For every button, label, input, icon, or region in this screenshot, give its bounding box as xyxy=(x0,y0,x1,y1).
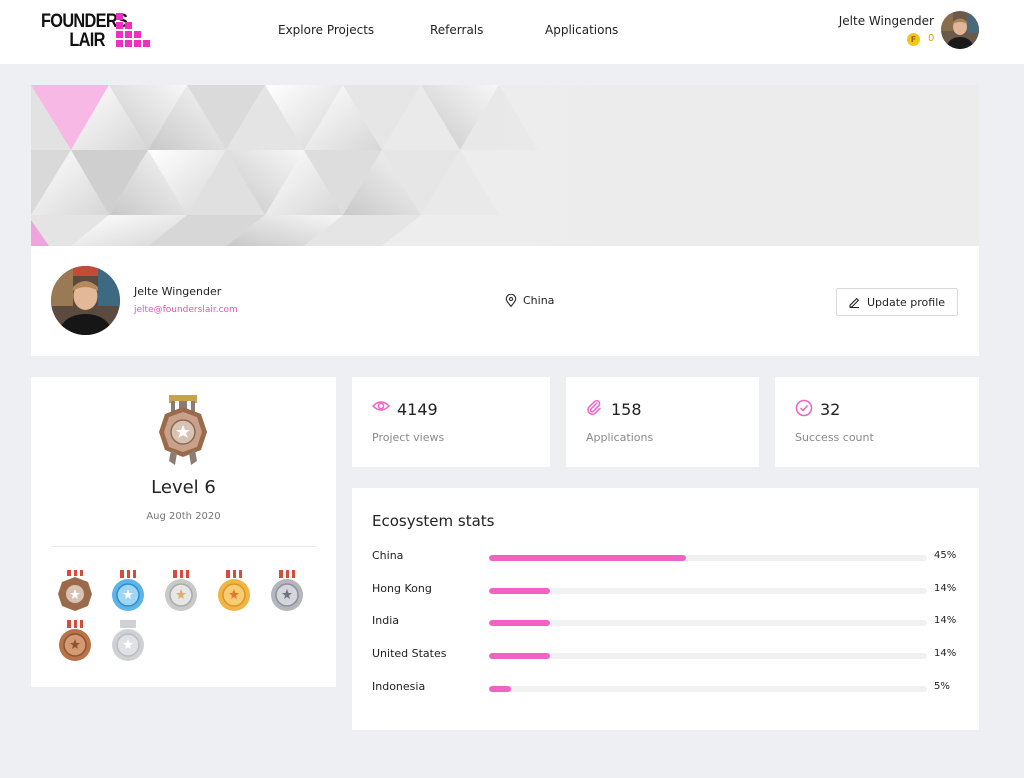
eco-country: Indonesia xyxy=(372,680,426,693)
banner-triangle-pattern xyxy=(31,85,979,246)
stat-value: 158 xyxy=(611,400,642,419)
eco-row-indonesia: Indonesia 5% xyxy=(352,680,979,700)
eco-progress-track xyxy=(489,620,927,626)
stat-value: 32 xyxy=(820,400,841,419)
eco-progress-fill xyxy=(489,620,551,626)
eco-percent: 45% xyxy=(934,550,957,561)
eco-percent: 14% xyxy=(934,615,957,626)
eco-progress-track xyxy=(489,555,927,561)
eco-progress-track xyxy=(489,588,927,594)
coin-count: 0 xyxy=(928,33,935,44)
pencil-icon xyxy=(849,297,860,308)
eco-progress-fill xyxy=(489,555,687,561)
header-avatar[interactable] xyxy=(941,11,979,49)
nav-explore-projects[interactable]: Explore Projects xyxy=(278,23,375,37)
logo-blocks-icon xyxy=(116,13,150,47)
level-title: Level 6 xyxy=(151,477,216,498)
profile-name: Jelte Wingender xyxy=(134,285,222,298)
location-label: China xyxy=(523,294,555,307)
eco-row-hong-kong: Hong Kong 14% xyxy=(352,582,979,602)
eco-country: China xyxy=(372,549,404,562)
gold-badge-icon[interactable] xyxy=(216,570,252,612)
logo-wordmark: FOUNDERS LAIR xyxy=(41,11,128,51)
user-photo-icon xyxy=(51,266,120,335)
locked-badge-icon[interactable] xyxy=(110,620,146,662)
stat-label: Success count xyxy=(795,431,874,444)
stat-label: Project views xyxy=(372,431,445,444)
eco-row-united-states: United States 14% xyxy=(352,647,979,667)
eco-row-china: China 45% xyxy=(352,549,979,569)
stat-card-applications: 158 Applications xyxy=(566,377,759,467)
profile-card: Jelte Wingender jelte@founderslair.com C… xyxy=(31,246,979,356)
eye-icon xyxy=(372,401,390,411)
profile-location: China xyxy=(505,294,554,307)
eco-progress-track xyxy=(489,653,927,659)
eco-country: United States xyxy=(372,647,447,660)
profile-avatar[interactable] xyxy=(51,266,120,335)
location-pin-icon xyxy=(505,294,517,307)
eco-progress-track xyxy=(489,686,927,692)
eco-row-india: India 14% xyxy=(352,614,979,634)
blue-badge-icon[interactable] xyxy=(110,570,146,612)
top-bar: FOUNDERS LAIR Explore Projects Referrals… xyxy=(0,0,1024,64)
nav-applications[interactable]: Applications xyxy=(545,23,619,37)
user-photo-icon xyxy=(941,11,979,49)
header-user-name[interactable]: Jelte Wingender xyxy=(838,14,934,28)
update-profile-button[interactable]: Update profile xyxy=(836,288,958,316)
stat-value: 4149 xyxy=(397,400,438,419)
profile-email[interactable]: jelte@founderslair.com xyxy=(134,305,238,315)
eco-progress-fill xyxy=(489,588,551,594)
stat-card-success-count: 32 Success count xyxy=(775,377,979,467)
profile-banner xyxy=(31,85,979,246)
paperclip-icon xyxy=(587,399,601,415)
eco-progress-fill xyxy=(489,686,511,692)
eco-country: India xyxy=(372,614,399,627)
level-card: Level 6 Aug 20th 2020 xyxy=(31,377,336,687)
grey-badge-icon[interactable] xyxy=(269,570,305,612)
nav-referrals[interactable]: Referrals xyxy=(430,23,484,37)
eco-percent: 5% xyxy=(934,681,950,692)
copper-badge-icon[interactable] xyxy=(57,620,93,662)
ecosystem-stats-card: Ecosystem stats China 45% Hong Kong 14% … xyxy=(352,488,979,730)
eco-country: Hong Kong xyxy=(372,582,432,595)
level-divider xyxy=(52,546,316,547)
update-profile-label: Update profile xyxy=(866,295,946,309)
stat-card-project-views: 4149 Project views xyxy=(352,377,550,467)
founders-lair-logo[interactable]: FOUNDERS LAIR xyxy=(41,12,161,54)
silver-badge-icon[interactable] xyxy=(163,570,199,612)
eco-percent: 14% xyxy=(934,648,957,659)
ecosystem-title: Ecosystem stats xyxy=(372,512,495,530)
bronze-star-badge-icon[interactable] xyxy=(57,570,93,612)
stat-label: Applications xyxy=(586,431,654,444)
coin-icon: F xyxy=(907,33,920,46)
level-medal-icon xyxy=(159,395,207,465)
eco-percent: 14% xyxy=(934,583,957,594)
check-circle-icon xyxy=(795,399,813,417)
eco-progress-fill xyxy=(489,653,551,659)
level-date: Aug 20th 2020 xyxy=(146,511,221,522)
